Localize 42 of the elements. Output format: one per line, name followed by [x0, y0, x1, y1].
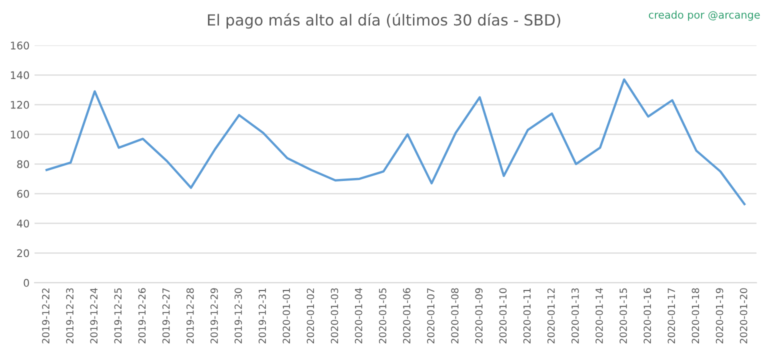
text: creado por @arcange	[648, 10, 760, 21]
x-tick-label: 2019-12-27	[162, 288, 170, 344]
x-tick-label: 2019-12-29	[210, 288, 218, 344]
x-tick-label: 2020-01-02	[306, 288, 314, 344]
line-series	[45, 78, 746, 206]
y-tick-label: 140	[10, 71, 30, 80]
x-tick-label: 2019-12-24	[90, 288, 98, 344]
x-tick-label: 2019-12-25	[114, 288, 122, 344]
x-tick-label: 2020-01-05	[378, 288, 386, 344]
y-tick-label: 0	[24, 278, 30, 287]
y-tick-label: 60	[17, 190, 30, 198]
x-tick-label: 2020-01-03	[330, 288, 338, 344]
x-tick-label: 2019-12-23	[66, 288, 74, 344]
x-tick-label: 2019-12-28	[186, 288, 194, 344]
y-tick-label: 20	[17, 249, 30, 258]
x-tick-label: 2019-12-30	[234, 288, 242, 344]
x-tick-label: 2020-01-14	[596, 288, 603, 344]
x-tick-label: 2020-01-08	[451, 288, 458, 344]
x-tick-label: 2020-01-04	[354, 288, 362, 344]
x-tick-label: 2020-01-18	[692, 288, 700, 344]
chart-title: El pago más alto al día (últimos 30 días - SBD)	[208, 13, 560, 29]
x-tick-label: 2020-01-16	[644, 288, 652, 344]
x-tick-label: 2020-01-06	[403, 288, 410, 344]
x-tick-label: 2020-01-07	[427, 288, 434, 344]
y-tick-label: 160	[10, 42, 30, 50]
x-tick-label: 2020-01-11	[523, 288, 531, 344]
x-tick-label: 2020-01-17	[668, 288, 676, 344]
x-tick-label: 2019-12-31	[258, 288, 266, 344]
y-tick-label: 80	[17, 160, 30, 168]
x-tick-label: 2020-01-09	[475, 288, 483, 344]
x-tick-label: 2020-01-19	[716, 288, 724, 344]
x-tick-label: 2020-01-20	[740, 288, 748, 344]
x-tick-label: 2020-01-12	[547, 288, 555, 344]
x-tick-label: 2020-01-13	[571, 288, 579, 344]
x-tick-label: 2020-01-01	[282, 288, 290, 344]
x-tick-label: 2019-12-26	[138, 288, 146, 344]
x-tick-label: 2020-01-10	[499, 288, 507, 344]
y-tick-label: 40	[16, 220, 30, 228]
x-tick-label: 2019-12-22	[42, 288, 50, 344]
y-tick-label: 120	[10, 100, 30, 109]
x-tick-label: 2020-01-15	[620, 288, 627, 344]
y-tick-label: 100	[10, 130, 30, 138]
